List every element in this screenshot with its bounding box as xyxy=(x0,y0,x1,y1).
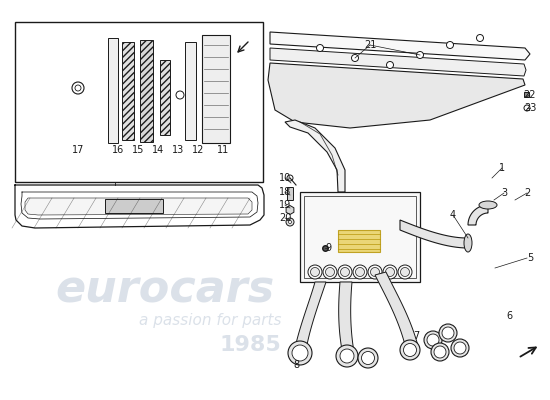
Text: 9: 9 xyxy=(325,243,331,253)
Text: 18: 18 xyxy=(279,187,291,197)
Circle shape xyxy=(358,348,378,368)
Circle shape xyxy=(326,268,334,276)
Polygon shape xyxy=(108,38,118,143)
Polygon shape xyxy=(468,205,488,225)
Circle shape xyxy=(288,341,312,365)
Circle shape xyxy=(404,344,416,356)
Text: 11: 11 xyxy=(217,145,229,155)
Text: 1: 1 xyxy=(499,163,505,173)
Text: 14: 14 xyxy=(152,145,164,155)
Bar xyxy=(105,199,163,213)
Polygon shape xyxy=(202,35,230,143)
Text: a passion for parts: a passion for parts xyxy=(139,312,281,328)
Circle shape xyxy=(416,52,424,58)
Circle shape xyxy=(476,34,483,42)
Circle shape xyxy=(427,334,439,346)
Text: 17: 17 xyxy=(72,145,84,155)
Text: 21: 21 xyxy=(364,40,376,50)
Circle shape xyxy=(340,268,349,276)
Circle shape xyxy=(340,349,354,363)
Text: 13: 13 xyxy=(172,145,184,155)
Circle shape xyxy=(336,345,358,367)
Polygon shape xyxy=(339,282,354,352)
Polygon shape xyxy=(295,282,326,350)
Text: 22: 22 xyxy=(524,90,536,100)
Circle shape xyxy=(287,175,293,181)
Polygon shape xyxy=(122,42,134,140)
Text: 2: 2 xyxy=(524,188,530,198)
Text: 20: 20 xyxy=(279,213,291,223)
Circle shape xyxy=(308,265,322,279)
Text: eurocars: eurocars xyxy=(56,268,274,312)
Circle shape xyxy=(400,340,420,360)
Bar xyxy=(304,196,416,278)
Circle shape xyxy=(292,345,308,361)
Circle shape xyxy=(387,62,393,68)
Bar xyxy=(524,92,529,97)
Circle shape xyxy=(286,218,294,226)
Circle shape xyxy=(371,268,380,276)
Circle shape xyxy=(361,352,375,364)
Ellipse shape xyxy=(464,234,472,252)
Polygon shape xyxy=(25,198,252,215)
Circle shape xyxy=(442,327,454,339)
Circle shape xyxy=(439,324,457,342)
Polygon shape xyxy=(270,48,526,76)
Bar xyxy=(338,230,380,252)
Ellipse shape xyxy=(479,201,497,209)
Circle shape xyxy=(316,44,323,52)
Text: 6: 6 xyxy=(506,311,512,321)
Circle shape xyxy=(355,268,365,276)
Circle shape xyxy=(447,42,454,48)
Text: 23: 23 xyxy=(524,103,536,113)
FancyBboxPatch shape xyxy=(288,188,294,200)
Text: 7: 7 xyxy=(413,331,419,341)
Circle shape xyxy=(75,85,81,91)
Polygon shape xyxy=(400,220,468,248)
Circle shape xyxy=(338,265,352,279)
Circle shape xyxy=(424,331,442,349)
Text: 1985: 1985 xyxy=(219,335,281,355)
Polygon shape xyxy=(185,42,196,140)
Bar xyxy=(15,22,263,182)
Text: 8: 8 xyxy=(293,360,299,370)
Polygon shape xyxy=(268,63,525,128)
Circle shape xyxy=(524,105,530,111)
Circle shape xyxy=(451,339,469,357)
Polygon shape xyxy=(375,272,418,346)
Text: 15: 15 xyxy=(132,145,144,155)
Circle shape xyxy=(323,265,337,279)
Bar xyxy=(300,192,420,282)
Text: 3: 3 xyxy=(501,188,507,198)
Text: 19: 19 xyxy=(279,200,291,210)
Circle shape xyxy=(176,91,184,99)
Circle shape xyxy=(454,342,466,354)
Text: 12: 12 xyxy=(192,145,204,155)
Circle shape xyxy=(72,82,84,94)
Circle shape xyxy=(400,268,410,276)
Text: 10: 10 xyxy=(279,173,291,183)
Circle shape xyxy=(434,346,446,358)
Circle shape xyxy=(353,265,367,279)
Polygon shape xyxy=(270,32,530,60)
Circle shape xyxy=(386,268,394,276)
Circle shape xyxy=(289,220,292,224)
Circle shape xyxy=(431,343,449,361)
Circle shape xyxy=(351,54,359,62)
Text: 16: 16 xyxy=(112,145,124,155)
Text: 4: 4 xyxy=(450,210,456,220)
Polygon shape xyxy=(285,120,345,192)
Circle shape xyxy=(398,265,412,279)
Circle shape xyxy=(368,265,382,279)
Polygon shape xyxy=(140,40,153,142)
Circle shape xyxy=(311,268,320,276)
Polygon shape xyxy=(160,60,170,135)
Text: 5: 5 xyxy=(527,253,533,263)
Circle shape xyxy=(383,265,397,279)
